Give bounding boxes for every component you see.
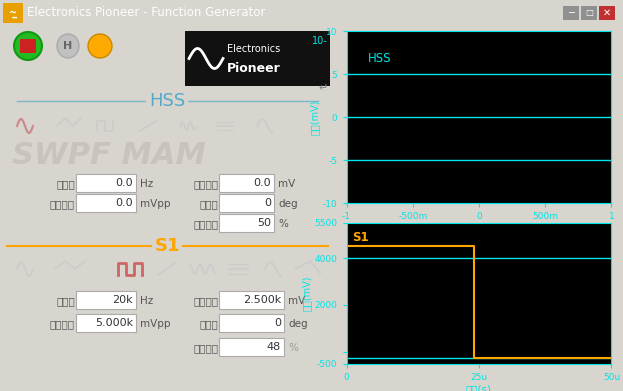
Text: Hz: Hz bbox=[140, 296, 153, 306]
Text: 10-: 10- bbox=[312, 36, 328, 47]
Text: Electronics Pioneer - Function Generator: Electronics Pioneer - Function Generator bbox=[27, 7, 265, 20]
Text: 峰峰值：: 峰峰值： bbox=[50, 199, 75, 209]
Y-axis label: 幅值(mV): 幅值(mV) bbox=[302, 276, 312, 311]
Y-axis label: 幅值(mV): 幅值(mV) bbox=[310, 100, 320, 135]
FancyBboxPatch shape bbox=[76, 174, 136, 192]
Text: 0: 0 bbox=[274, 318, 281, 328]
Text: H: H bbox=[64, 41, 73, 51]
Text: 0: 0 bbox=[264, 198, 271, 208]
Text: mV: mV bbox=[278, 179, 295, 189]
FancyBboxPatch shape bbox=[76, 314, 136, 332]
FancyBboxPatch shape bbox=[76, 194, 136, 212]
FancyBboxPatch shape bbox=[219, 338, 284, 356]
Text: 直流量：: 直流量： bbox=[193, 296, 218, 306]
Text: mVpp: mVpp bbox=[140, 319, 171, 329]
FancyBboxPatch shape bbox=[76, 291, 136, 309]
Text: Hz: Hz bbox=[140, 179, 153, 189]
Text: S1: S1 bbox=[155, 237, 180, 255]
Text: 相位：: 相位： bbox=[199, 319, 218, 329]
Text: 50: 50 bbox=[257, 218, 271, 228]
Text: deg: deg bbox=[288, 319, 308, 329]
Circle shape bbox=[88, 34, 112, 58]
FancyBboxPatch shape bbox=[219, 194, 274, 212]
Bar bbox=[20, 39, 36, 53]
X-axis label: 时间(s): 时间(s) bbox=[466, 384, 492, 391]
Text: □: □ bbox=[585, 9, 593, 18]
Ellipse shape bbox=[57, 34, 79, 58]
Text: 20k: 20k bbox=[112, 295, 133, 305]
Text: ─: ─ bbox=[568, 8, 574, 18]
FancyBboxPatch shape bbox=[219, 291, 284, 309]
Text: 相位：: 相位： bbox=[199, 199, 218, 209]
Bar bbox=[185, 31, 330, 86]
Text: mV: mV bbox=[288, 296, 305, 306]
FancyBboxPatch shape bbox=[3, 3, 23, 23]
Text: ✕: ✕ bbox=[603, 8, 611, 18]
Text: mVpp: mVpp bbox=[140, 199, 171, 209]
Text: HSS: HSS bbox=[368, 52, 391, 65]
Text: deg: deg bbox=[278, 199, 298, 209]
Text: 设备：EPI-m204: 设备：EPI-m204 bbox=[452, 38, 535, 51]
Text: HSS: HSS bbox=[149, 92, 185, 110]
Text: 48: 48 bbox=[267, 342, 281, 352]
Text: 2.500k: 2.500k bbox=[243, 295, 281, 305]
Text: 0.0: 0.0 bbox=[254, 178, 271, 188]
Text: 占空比：: 占空比： bbox=[193, 343, 218, 353]
Text: Electronics: Electronics bbox=[227, 44, 280, 54]
Text: %: % bbox=[288, 343, 298, 353]
Text: 0.0: 0.0 bbox=[115, 198, 133, 208]
Text: ↵: ↵ bbox=[318, 83, 328, 93]
Text: 直流量：: 直流量： bbox=[193, 179, 218, 189]
Text: 频率：: 频率： bbox=[56, 296, 75, 306]
Circle shape bbox=[14, 32, 42, 60]
X-axis label: 时间(s): 时间(s) bbox=[466, 224, 492, 234]
Text: S1: S1 bbox=[352, 231, 368, 244]
Text: 频率：: 频率： bbox=[56, 179, 75, 189]
FancyBboxPatch shape bbox=[219, 214, 274, 232]
Text: 0.0: 0.0 bbox=[115, 178, 133, 188]
Text: Pioneer: Pioneer bbox=[227, 63, 281, 75]
Text: 占空比：: 占空比： bbox=[193, 219, 218, 229]
FancyBboxPatch shape bbox=[219, 314, 284, 332]
FancyBboxPatch shape bbox=[219, 174, 274, 192]
Bar bbox=[563, 6, 579, 20]
Text: 5.000k: 5.000k bbox=[95, 318, 133, 328]
Text: SWPF MAM: SWPF MAM bbox=[12, 142, 206, 170]
Text: ~̲: ~̲ bbox=[9, 8, 17, 18]
Text: 峰峰值：: 峰峰值： bbox=[50, 319, 75, 329]
Text: %: % bbox=[278, 219, 288, 229]
Bar bbox=[581, 6, 597, 20]
Bar bbox=[599, 6, 615, 20]
